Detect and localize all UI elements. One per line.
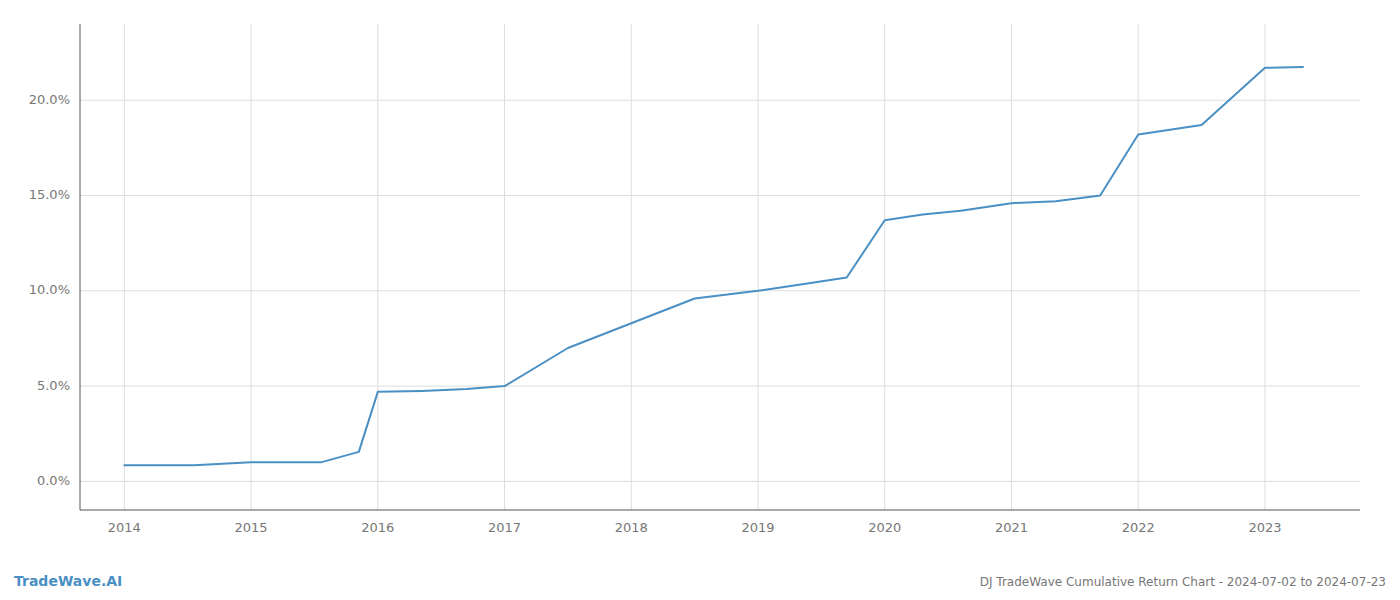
x-tick-label: 2020: [868, 520, 901, 535]
x-grid-line: [1138, 24, 1139, 510]
x-grid-line: [377, 24, 378, 510]
x-tick-label: 2018: [615, 520, 648, 535]
y-tick-label: 20.0%: [29, 92, 70, 107]
y-grid-line: [80, 100, 1360, 101]
y-grid-line: [80, 290, 1360, 291]
x-tick-label: 2014: [108, 520, 141, 535]
y-tick-label: 0.0%: [37, 473, 70, 488]
x-grid-line: [631, 24, 632, 510]
return-line: [124, 67, 1303, 465]
y-tick-label: 5.0%: [37, 378, 70, 393]
y-tick-label: 15.0%: [29, 187, 70, 202]
x-tick-label: 2021: [995, 520, 1028, 535]
x-grid-line: [251, 24, 252, 510]
x-tick-label: 2017: [488, 520, 521, 535]
x-tick-label: 2015: [235, 520, 268, 535]
chart-svg: 2014 2015 2016 2017 2018 2019 2020 2021 2022 2023…: [0, 0, 1400, 600]
x-grid-line: [124, 24, 125, 510]
x-grid-line: [884, 24, 885, 510]
grid: [80, 24, 1360, 510]
plot-area: [124, 67, 1303, 465]
chart-container: 2014 2015 2016 2017 2018 2019 2020 2021 2022 2023…: [0, 0, 1400, 600]
y-axis-line: [80, 24, 81, 510]
x-tick-label: 2016: [361, 520, 394, 535]
x-grid-line: [1264, 24, 1265, 510]
y-tick-label: 10.0%: [29, 282, 70, 297]
x-grid-line: [758, 24, 759, 510]
y-grid-line: [80, 386, 1360, 387]
x-tick-label: 2023: [1248, 520, 1281, 535]
y-grid-line: [80, 481, 1360, 482]
watermark: TradeWave.AI: [14, 573, 122, 589]
x-tick-label: 2022: [1122, 520, 1155, 535]
x-axis-line: [80, 510, 1360, 511]
x-grid-line: [504, 24, 505, 510]
x-grid-line: [1011, 24, 1012, 510]
chart-title: DJ TradeWave Cumulative Return Chart - 2…: [980, 575, 1386, 589]
y-grid-line: [80, 195, 1360, 196]
x-tick-label: 2019: [741, 520, 774, 535]
